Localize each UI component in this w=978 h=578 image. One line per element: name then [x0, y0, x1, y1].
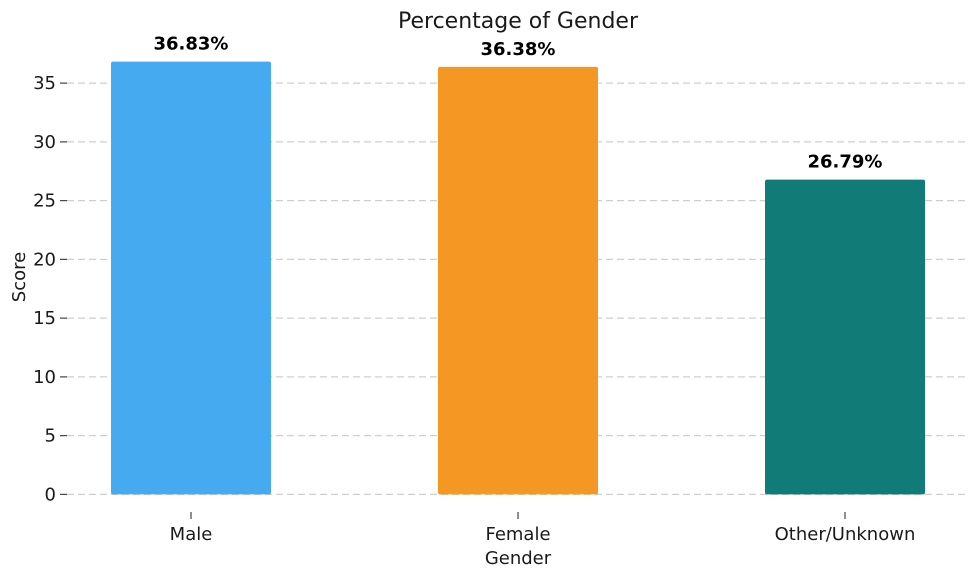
y-tick-label: 30 [33, 132, 56, 153]
y-tick-label: 25 [33, 191, 56, 212]
bar-female [438, 66, 598, 495]
y-tick-label: 0 [45, 484, 56, 505]
y-tick-label: 15 [33, 308, 56, 329]
data-label: 26.79% [808, 152, 883, 173]
bars [111, 61, 925, 495]
x-tick-label: Female [485, 524, 550, 545]
y-tick-label: 10 [33, 367, 56, 388]
data-labels: 36.83% 36.38% 26.79% [154, 34, 883, 173]
bar-male [111, 61, 271, 495]
y-tick-label: 20 [33, 249, 56, 270]
y-tick-label: 5 [45, 426, 56, 447]
data-label: 36.83% [154, 34, 229, 55]
bar-other-unknown [765, 179, 925, 495]
chart-title: Percentage of Gender [398, 9, 639, 34]
x-tick-label: Male [170, 524, 213, 545]
x-axis-label: Gender [485, 548, 552, 569]
y-axis-ticks: 0 5 10 15 20 25 30 35 [33, 73, 67, 505]
x-axis-ticks: Male Female Other/Unknown [170, 512, 916, 545]
y-axis-label: Score [9, 252, 30, 302]
x-tick-label: Other/Unknown [775, 524, 916, 545]
data-label: 36.38% [481, 39, 556, 60]
y-tick-label: 35 [33, 73, 56, 94]
